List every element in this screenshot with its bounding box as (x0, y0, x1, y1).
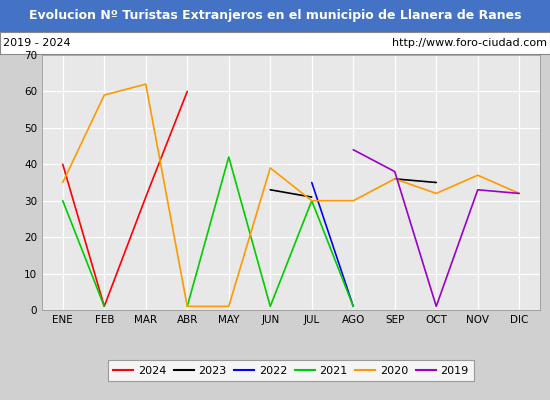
Legend: 2024, 2023, 2022, 2021, 2020, 2019: 2024, 2023, 2022, 2021, 2020, 2019 (108, 360, 474, 381)
Text: http://www.foro-ciudad.com: http://www.foro-ciudad.com (392, 38, 547, 48)
Text: Evolucion Nº Turistas Extranjeros en el municipio de Llanera de Ranes: Evolucion Nº Turistas Extranjeros en el … (29, 10, 521, 22)
Text: 2019 - 2024: 2019 - 2024 (3, 38, 70, 48)
